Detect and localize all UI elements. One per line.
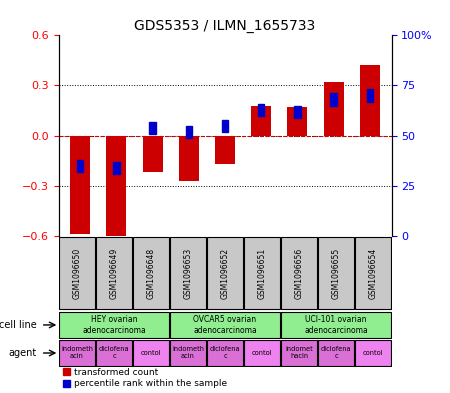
Legend: transformed count, percentile rank within the sample: transformed count, percentile rank withi… <box>63 368 227 388</box>
FancyBboxPatch shape <box>170 237 206 309</box>
FancyBboxPatch shape <box>133 340 169 366</box>
Bar <box>367 90 373 101</box>
Text: GSM1096648: GSM1096648 <box>147 248 156 299</box>
Text: contol: contol <box>363 350 383 356</box>
FancyBboxPatch shape <box>355 340 391 366</box>
Bar <box>107 136 126 236</box>
Text: indomet
hacin: indomet hacin <box>285 347 313 360</box>
FancyBboxPatch shape <box>207 340 243 366</box>
Text: OVCAR5 ovarian
adenocarcinoma: OVCAR5 ovarian adenocarcinoma <box>193 315 257 335</box>
Bar <box>77 160 84 172</box>
Text: diclofena
c: diclofena c <box>210 347 240 360</box>
FancyBboxPatch shape <box>281 312 391 338</box>
Text: agent: agent <box>8 348 36 358</box>
Bar <box>179 136 199 181</box>
Text: GSM1096652: GSM1096652 <box>220 248 230 299</box>
FancyBboxPatch shape <box>207 237 243 309</box>
Bar <box>215 136 235 164</box>
Bar <box>185 125 192 138</box>
FancyBboxPatch shape <box>355 237 391 309</box>
Text: GSM1096654: GSM1096654 <box>369 248 378 299</box>
FancyBboxPatch shape <box>59 340 95 366</box>
Text: GSM1096656: GSM1096656 <box>294 248 303 299</box>
FancyBboxPatch shape <box>244 340 280 366</box>
FancyBboxPatch shape <box>281 237 317 309</box>
Text: UCI-101 ovarian
adenocarcinoma: UCI-101 ovarian adenocarcinoma <box>304 315 368 335</box>
FancyBboxPatch shape <box>244 237 280 309</box>
FancyBboxPatch shape <box>133 237 169 309</box>
Bar <box>258 103 265 116</box>
Text: GSM1096655: GSM1096655 <box>332 248 341 299</box>
Bar <box>70 136 90 234</box>
Bar <box>143 136 162 172</box>
Text: GSM1096649: GSM1096649 <box>109 248 118 299</box>
FancyBboxPatch shape <box>318 237 354 309</box>
FancyBboxPatch shape <box>59 237 95 309</box>
Bar <box>222 119 228 132</box>
Title: GDS5353 / ILMN_1655733: GDS5353 / ILMN_1655733 <box>135 19 315 33</box>
Bar <box>330 94 337 105</box>
Text: contol: contol <box>141 350 161 356</box>
Text: diclofena
c: diclofena c <box>99 347 129 360</box>
Bar <box>149 121 156 134</box>
Text: cell line: cell line <box>0 320 36 330</box>
FancyBboxPatch shape <box>96 340 132 366</box>
FancyBboxPatch shape <box>318 340 354 366</box>
Text: GSM1096650: GSM1096650 <box>72 248 81 299</box>
Bar <box>360 65 380 136</box>
Bar <box>294 105 301 118</box>
Text: GSM1096653: GSM1096653 <box>184 248 193 299</box>
Bar <box>288 107 307 136</box>
FancyBboxPatch shape <box>96 237 132 309</box>
FancyBboxPatch shape <box>170 340 206 366</box>
Text: indometh
acin: indometh acin <box>172 347 204 360</box>
FancyBboxPatch shape <box>170 312 280 338</box>
Text: contol: contol <box>252 350 272 356</box>
Text: HEY ovarian
adenocarcinoma: HEY ovarian adenocarcinoma <box>82 315 146 335</box>
Bar <box>251 105 271 136</box>
Text: indometh
acin: indometh acin <box>61 347 93 360</box>
FancyBboxPatch shape <box>281 340 317 366</box>
Bar <box>324 82 343 136</box>
FancyBboxPatch shape <box>59 312 169 338</box>
Text: diclofena
c: diclofena c <box>321 347 351 360</box>
Text: GSM1096651: GSM1096651 <box>257 248 266 299</box>
Bar <box>113 162 120 174</box>
